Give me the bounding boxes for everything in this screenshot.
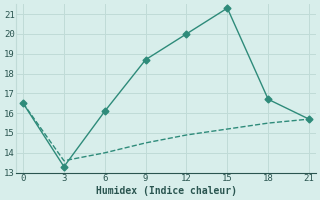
X-axis label: Humidex (Indice chaleur): Humidex (Indice chaleur): [96, 186, 236, 196]
